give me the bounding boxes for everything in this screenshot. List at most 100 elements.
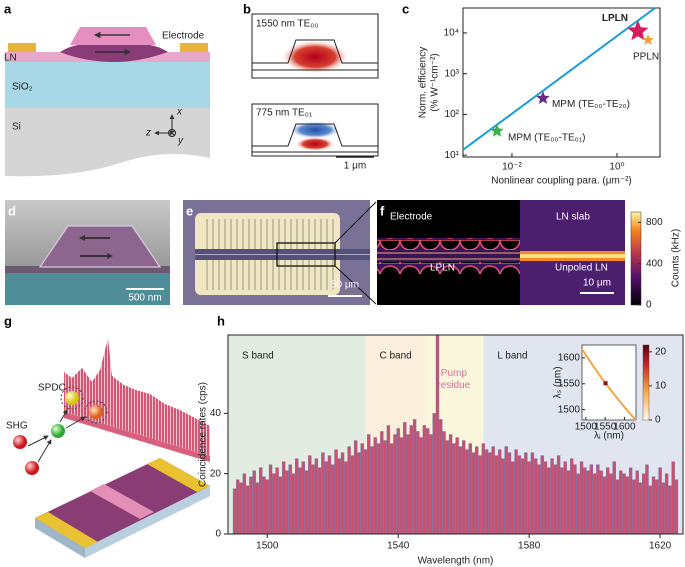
bar [465, 449, 469, 534]
bar [609, 473, 613, 534]
bar [612, 461, 616, 534]
fit-line [462, 7, 656, 151]
bar [416, 431, 420, 534]
panel-letter: g [4, 313, 12, 328]
bar [534, 458, 538, 534]
plot-frame [581, 344, 637, 421]
bar [367, 434, 371, 534]
bar [452, 443, 456, 534]
bar [409, 425, 413, 534]
bar [481, 443, 485, 534]
bar [291, 473, 296, 534]
x-tick-label: 1600 [613, 422, 636, 433]
y-tick-label: 40 [210, 408, 222, 419]
band-label: Pump residue [437, 368, 471, 391]
bar [530, 452, 535, 534]
y-tick-label: 0 [215, 529, 221, 540]
bar [301, 461, 305, 534]
point-label: LPLN [602, 13, 628, 24]
bar [648, 485, 652, 534]
bar [442, 431, 446, 534]
band-label: L band [497, 351, 527, 362]
bar [242, 473, 247, 534]
x-axis-label: Nonlinear coupling para. (μm⁻²) [491, 176, 632, 187]
panel-letter: c [402, 1, 409, 16]
bar [527, 461, 531, 534]
bar [570, 458, 574, 534]
bar [599, 470, 603, 534]
y-tick-label: 10⁴ [444, 28, 459, 39]
bar [439, 419, 443, 534]
bar [357, 452, 361, 534]
bar [249, 476, 253, 534]
bar [484, 449, 489, 534]
x-axis-label: λᵢ (nm) [594, 431, 624, 442]
bar [373, 437, 377, 534]
label: LPLN [430, 263, 455, 274]
band-label: Pump residue [437, 368, 471, 391]
panel-letter: a [4, 1, 12, 16]
y-tick-label: 10¹ [445, 150, 460, 161]
bar [331, 464, 335, 534]
colorbar-tick-label: 20 [655, 346, 667, 357]
bar [602, 476, 607, 534]
label: LN [4, 53, 17, 64]
bar [278, 476, 283, 534]
bar [239, 482, 243, 534]
bar [288, 464, 292, 534]
plot-frame [227, 334, 684, 535]
y-axis-label: (% W⁻¹cm⁻²) [430, 53, 441, 111]
point-label: MPM (TE₀₀-TE₂₀) [552, 99, 630, 110]
scale-label: 1 μm [344, 161, 366, 172]
bar [432, 413, 436, 534]
panel-letter: h [217, 313, 225, 328]
colorbar [642, 344, 650, 421]
bar [324, 461, 328, 534]
bar [252, 470, 256, 534]
point-label: PPLN [633, 52, 659, 63]
marker [603, 381, 608, 386]
bar [504, 446, 508, 534]
bar [501, 458, 505, 534]
colorbar-tick-label: 800 [646, 217, 663, 228]
bar [272, 473, 276, 534]
bar [334, 449, 338, 534]
label: Unpoled LN [555, 263, 608, 274]
y-tick-label: 1550 [558, 378, 581, 389]
bar [295, 458, 299, 534]
bar [560, 467, 564, 534]
bar [592, 473, 597, 534]
panel-letter: f [380, 203, 385, 218]
y-tick-label: 1500 [558, 404, 581, 415]
y-tick-label: 20 [210, 468, 222, 479]
panel-b: b 1550 nm TE₀₀ 775 nm TE₀₁ 1 μm [243, 1, 379, 172]
bar [655, 479, 659, 534]
bar [314, 458, 319, 534]
bar [232, 488, 237, 534]
bar [543, 461, 548, 534]
bar [285, 470, 289, 534]
x-tick-label: 1540 [387, 541, 410, 552]
bar [507, 452, 512, 534]
bar [622, 473, 626, 534]
bar [376, 443, 381, 534]
y-axis-label: Coincidence rates (cps) [198, 382, 209, 487]
label: Electrode [390, 212, 433, 223]
bar [393, 434, 397, 534]
bar [664, 473, 669, 534]
x-tick-label: 1620 [649, 541, 672, 552]
bar [635, 470, 639, 534]
label: Si [12, 122, 21, 133]
panel-letter: e [186, 203, 193, 218]
colorbar-tick-label: 10 [655, 381, 667, 392]
bar [403, 422, 407, 534]
bar [632, 479, 636, 534]
bar [327, 455, 332, 534]
bar [517, 455, 522, 534]
bar [389, 443, 394, 534]
bar [586, 470, 590, 534]
scale-label: 10 μm [583, 278, 611, 289]
x-tick-label: 1550 [594, 422, 617, 433]
bar [475, 446, 479, 534]
y-axis-label: Norm. efficiency [418, 47, 429, 119]
